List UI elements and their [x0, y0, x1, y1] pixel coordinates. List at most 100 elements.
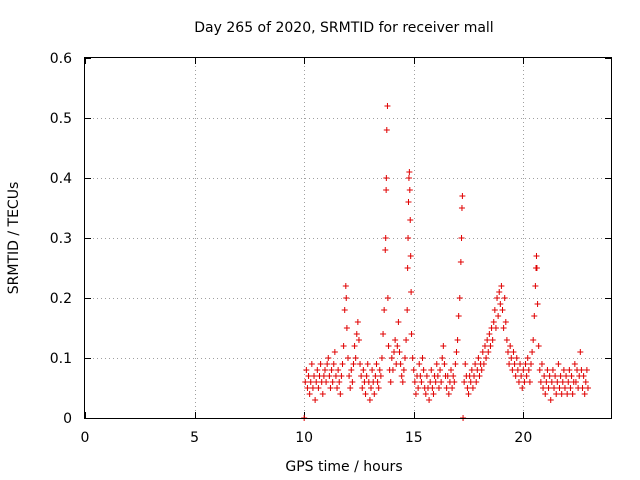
data-point — [554, 379, 561, 385]
data-point — [302, 379, 309, 385]
y-tick-label: 0.6 — [50, 51, 72, 67]
data-point — [407, 253, 414, 259]
data-point — [569, 391, 576, 397]
data-point — [388, 355, 395, 361]
data-point — [500, 325, 507, 331]
data-point — [486, 331, 493, 337]
data-point — [465, 391, 472, 397]
data-point — [432, 379, 439, 385]
data-point — [417, 373, 424, 379]
data-point — [556, 385, 563, 391]
data-point — [458, 205, 465, 211]
data-point — [427, 379, 434, 385]
data-point — [383, 175, 390, 181]
data-point — [341, 307, 348, 313]
data-point — [571, 361, 578, 367]
data-point — [309, 385, 316, 391]
data-point — [419, 355, 426, 361]
data-point — [383, 127, 390, 133]
data-point — [559, 379, 566, 385]
data-point — [532, 283, 539, 289]
data-point — [324, 361, 331, 367]
data-point — [391, 349, 398, 355]
data-point — [411, 379, 418, 385]
data-point — [405, 199, 412, 205]
data-point — [408, 289, 415, 295]
data-point — [504, 349, 511, 355]
data-point — [429, 385, 436, 391]
data-point — [304, 385, 311, 391]
data-point — [314, 367, 321, 373]
data-point — [549, 367, 556, 373]
data-point — [485, 349, 492, 355]
data-point — [487, 343, 494, 349]
data-point — [339, 361, 346, 367]
data-point — [519, 385, 526, 391]
data-point — [537, 379, 544, 385]
data-point — [351, 343, 358, 349]
data-point — [343, 295, 350, 301]
data-point — [581, 391, 588, 397]
data-point — [440, 343, 447, 349]
x-tick-label: 0 — [81, 430, 90, 446]
data-point — [457, 259, 464, 265]
data-point — [513, 355, 520, 361]
data-point — [303, 367, 310, 373]
data-point — [357, 361, 364, 367]
data-point — [423, 373, 430, 379]
data-point — [578, 367, 585, 373]
data-point — [503, 337, 510, 343]
data-point — [579, 385, 586, 391]
data-point — [372, 373, 379, 379]
data-point — [433, 361, 440, 367]
data-point — [394, 343, 401, 349]
data-point — [583, 367, 590, 373]
data-point — [567, 385, 574, 391]
data-point — [450, 373, 457, 379]
data-point — [409, 355, 416, 361]
data-point — [364, 361, 371, 367]
data-point — [560, 367, 567, 373]
data-point — [510, 349, 517, 355]
data-point — [403, 337, 410, 343]
y-tick-label: 0.1 — [50, 351, 72, 367]
data-point — [555, 361, 562, 367]
data-point — [439, 355, 446, 361]
data-point — [469, 385, 476, 391]
data-point — [313, 379, 320, 385]
data-point — [453, 349, 460, 355]
data-point — [352, 355, 359, 361]
data-point — [346, 373, 353, 379]
data-point — [340, 343, 347, 349]
data-point — [461, 379, 468, 385]
data-point — [312, 397, 319, 403]
data-point — [374, 379, 381, 385]
data-point — [337, 391, 344, 397]
data-point — [492, 325, 499, 331]
data-point — [347, 385, 354, 391]
data-point — [484, 337, 491, 343]
data-point — [335, 367, 342, 373]
data-point — [326, 373, 333, 379]
data-point — [325, 355, 332, 361]
data-point — [378, 355, 385, 361]
data-point — [338, 373, 345, 379]
data-point — [517, 361, 524, 367]
data-point — [399, 379, 406, 385]
data-point — [497, 301, 504, 307]
data-point — [489, 337, 496, 343]
data-point — [380, 331, 387, 337]
data-point — [348, 367, 355, 373]
data-point — [382, 235, 389, 241]
data-point — [572, 379, 579, 385]
data-point — [329, 379, 336, 385]
data-point — [473, 379, 480, 385]
data-point — [506, 361, 513, 367]
data-point — [543, 379, 550, 385]
data-point — [499, 307, 506, 313]
data-point — [443, 385, 450, 391]
data-point — [523, 373, 530, 379]
data-point — [515, 379, 522, 385]
data-point — [481, 343, 488, 349]
y-tick-label: 0 — [63, 411, 72, 427]
